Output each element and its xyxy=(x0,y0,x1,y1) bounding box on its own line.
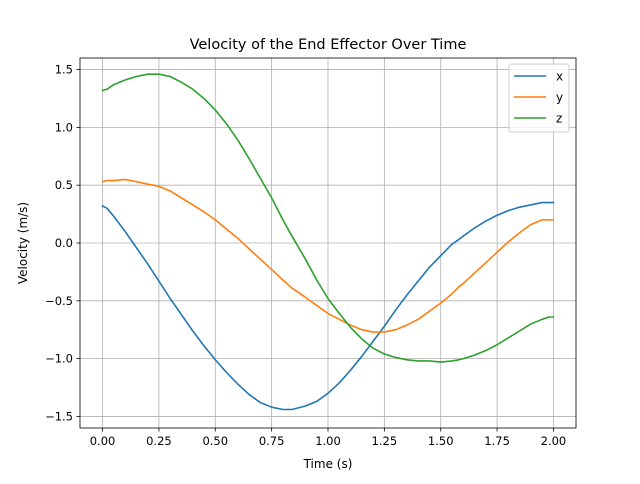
x-tick-label: 0.50 xyxy=(202,434,228,448)
x-axis-label: Time (s) xyxy=(303,457,353,471)
y-tick-label: 1.0 xyxy=(55,120,73,134)
y-tick-label: 1.5 xyxy=(55,63,73,77)
legend-label-z: z xyxy=(556,112,562,126)
series-layer xyxy=(101,73,555,411)
legend: xyz xyxy=(508,63,570,133)
y-tick-label: 0.0 xyxy=(55,236,73,250)
grid-layer xyxy=(80,58,576,428)
series-line-x xyxy=(101,201,555,411)
x-tick-label: 0.00 xyxy=(90,434,116,448)
x-tick-label: 1.75 xyxy=(484,434,510,448)
tick-layer: 0.00 0.25 0.50 0.75 1.00 1.25 1.50 1.75 2.00 −1.5… xyxy=(45,63,566,448)
x-tick-label: 2.00 xyxy=(541,434,567,448)
series-line-z xyxy=(101,73,555,363)
y-tick-label: −0.5 xyxy=(45,294,73,308)
y-tick-label: 0.5 xyxy=(55,178,73,192)
y-tick-label: −1.0 xyxy=(45,352,73,366)
x-tick-label: 1.50 xyxy=(428,434,454,448)
chart-title: Velocity of the End Effector Over Time xyxy=(190,37,467,53)
x-tick-label: 1.00 xyxy=(315,434,341,448)
y-axis-label: Velocity (m/s) xyxy=(16,202,30,284)
legend-box xyxy=(508,63,570,133)
x-tick-label: 0.25 xyxy=(146,434,172,448)
legend-items: xyz xyxy=(514,70,563,126)
x-tick-label: 0.75 xyxy=(259,434,285,448)
legend-label-x: x xyxy=(556,70,563,84)
x-tick-label: 1.25 xyxy=(372,434,398,448)
y-tick-label: −1.5 xyxy=(45,409,73,423)
series-line-y xyxy=(101,178,555,333)
legend-label-y: y xyxy=(556,91,563,105)
